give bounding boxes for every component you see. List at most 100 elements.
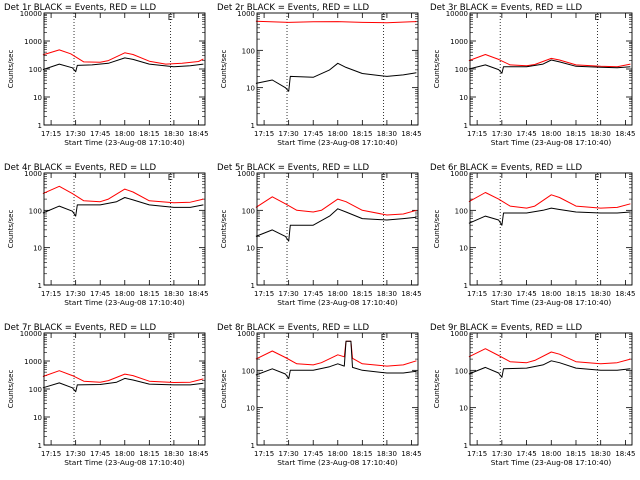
x-tick-label: 18:00: [328, 450, 348, 458]
x-tick-label: 18:45: [188, 450, 208, 458]
y-tick-label: 100: [455, 207, 468, 215]
lld-series-line: [468, 348, 631, 365]
lld-series-line: [255, 20, 417, 24]
x-axis-label: Start Time (23-Aug-08 17:10:40): [64, 138, 185, 147]
chart-panel: Det 4r BLACK = Events, RED = LLD E 1 10 100 1…: [4, 163, 209, 307]
x-tick-label: 18:30: [377, 290, 397, 298]
lld-series-line: [42, 49, 204, 65]
x-axis-label: Start Time (23-Aug-08 17:10:40): [277, 298, 398, 307]
y-axis-label: Counts/sec: [220, 370, 228, 409]
y-tick-label: 100: [29, 207, 42, 215]
x-tick-label: 18:15: [566, 450, 586, 458]
x-tick-label: 17:15: [254, 130, 274, 138]
y-tick-label: 1: [251, 122, 255, 130]
chart-title: Det 6r BLACK = Events, RED = LLD: [430, 163, 582, 173]
events-series-line: [42, 197, 204, 217]
x-tick-label: 18:15: [139, 130, 159, 138]
x-tick-label: 18:30: [164, 450, 184, 458]
events-series-line: [468, 59, 631, 74]
y-axis-label: Counts/sec: [433, 370, 441, 409]
x-tick-label: 17:30: [66, 290, 86, 298]
x-tick-label: 18:15: [139, 290, 159, 298]
x-tick-label: 17:30: [492, 130, 512, 138]
lld-series-line: [468, 192, 631, 209]
chart-title: Det 8r BLACK = Events, RED = LLD: [217, 323, 369, 333]
x-tick-label: 17:15: [41, 450, 61, 458]
y-tick-label: 1: [38, 282, 42, 290]
y-tick-label: 1: [251, 282, 255, 290]
x-tick-label: 17:45: [90, 290, 110, 298]
x-tick-label: 17:30: [279, 450, 299, 458]
x-tick-label: 17:30: [279, 290, 299, 298]
y-tick-label: 10: [459, 245, 468, 253]
x-tick-label: 18:00: [328, 130, 348, 138]
x-tick-label: 17:45: [90, 130, 110, 138]
chart-title: Det 4r BLACK = Events, RED = LLD: [4, 163, 156, 173]
y-axis-label: Counts/sec: [7, 370, 15, 409]
y-tick-label: 1: [251, 442, 255, 450]
chart-panel: Det 2r BLACK = Events, RED = LLD E 1 10 100 1…: [217, 3, 422, 147]
x-tick-label: 17:15: [254, 450, 274, 458]
y-tick-label: 10: [33, 94, 42, 102]
x-tick-label: 17:15: [41, 130, 61, 138]
top-marker-label: E: [381, 333, 386, 342]
x-tick-label: 18:15: [139, 450, 159, 458]
y-tick-label: 1000: [237, 10, 255, 18]
lld-series-line: [468, 54, 631, 68]
x-axis-label: Start Time (23-Aug-08 17:10:40): [491, 458, 612, 467]
x-tick-label: 18:15: [352, 130, 372, 138]
chart-title: Det 7r BLACK = Events, RED = LLD: [4, 323, 156, 333]
x-tick-label: 18:30: [591, 450, 611, 458]
x-tick-label: 18:30: [591, 130, 611, 138]
x-tick-label: 18:15: [566, 130, 586, 138]
x-tick-label: 17:45: [516, 130, 536, 138]
y-tick-label: 1000: [450, 330, 468, 338]
x-axis-label: Start Time (23-Aug-08 17:10:40): [491, 138, 612, 147]
x-tick-label: 18:30: [377, 130, 397, 138]
x-axis-label: Start Time (23-Aug-08 17:10:40): [277, 138, 398, 147]
y-tick-label: 10: [459, 94, 468, 102]
y-tick-label: 10: [246, 405, 255, 413]
x-tick-label: 17:45: [303, 130, 323, 138]
y-tick-label: 10000: [446, 10, 468, 18]
chart-panel: Det 7r BLACK = Events, RED = LLD E 1 10 100 1…: [4, 323, 209, 467]
y-tick-label: 100: [242, 47, 255, 55]
x-tick-label: 18:00: [115, 450, 135, 458]
chart-panel: Det 6r BLACK = Events, RED = LLD E 1 10 100 1…: [430, 163, 636, 307]
x-axis-label: Start Time (23-Aug-08 17:10:40): [64, 458, 185, 467]
chart-title: Det 1r BLACK = Events, RED = LLD: [4, 3, 156, 13]
y-tick-label: 1000: [24, 358, 42, 366]
x-tick-label: 18:30: [377, 450, 397, 458]
lld-series-line: [42, 185, 204, 204]
chart-title: Det 5r BLACK = Events, RED = LLD: [217, 163, 369, 173]
x-tick-label: 17:15: [467, 130, 487, 138]
chart-title: Det 3r BLACK = Events, RED = LLD: [430, 3, 582, 13]
x-tick-label: 17:30: [279, 130, 299, 138]
y-tick-label: 10000: [20, 330, 42, 338]
y-axis-label: Counts/sec: [433, 50, 441, 89]
x-tick-label: 18:45: [401, 290, 421, 298]
lld-series-line: [255, 340, 417, 367]
x-tick-label: 18:30: [164, 290, 184, 298]
chart-title: Det 9r BLACK = Events, RED = LLD: [430, 323, 582, 333]
y-axis-label: Counts/sec: [220, 210, 228, 249]
y-tick-label: 1: [38, 442, 42, 450]
top-marker-label: E: [168, 13, 173, 22]
x-tick-label: 18:45: [401, 450, 421, 458]
x-tick-label: 18:30: [591, 290, 611, 298]
x-tick-label: 18:00: [541, 450, 561, 458]
x-tick-label: 17:15: [254, 290, 274, 298]
x-tick-label: 18:00: [541, 290, 561, 298]
y-axis-label: Counts/sec: [7, 50, 15, 89]
x-tick-label: 18:15: [352, 450, 372, 458]
events-series-line: [42, 377, 204, 393]
x-tick-label: 18:00: [541, 130, 561, 138]
x-tick-label: 18:00: [115, 130, 135, 138]
x-tick-label: 17:30: [492, 450, 512, 458]
y-tick-label: 1: [464, 282, 468, 290]
x-tick-label: 17:45: [303, 450, 323, 458]
lld-series-line: [42, 370, 204, 383]
y-axis-label: Counts/sec: [433, 210, 441, 249]
top-marker-label: E: [594, 173, 599, 182]
